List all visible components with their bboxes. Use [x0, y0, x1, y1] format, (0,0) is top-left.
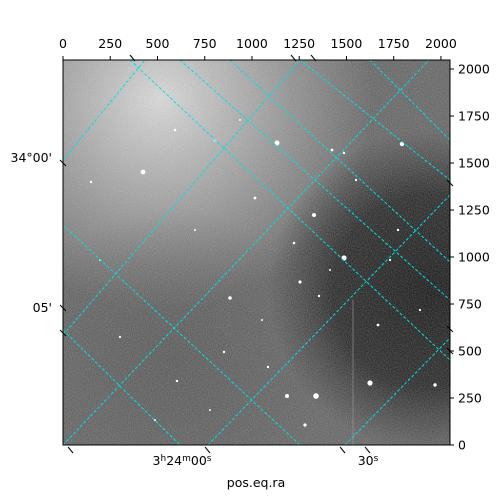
star	[418, 308, 422, 312]
star	[388, 258, 392, 262]
x-tick-label: 750	[193, 36, 217, 51]
star	[222, 350, 226, 354]
grid-line	[369, 60, 450, 141]
ra-tick-mark	[339, 446, 346, 454]
star	[194, 229, 196, 231]
star	[330, 148, 334, 152]
star	[376, 323, 380, 327]
ra-tick-mark	[67, 446, 74, 454]
grid-line	[63, 60, 146, 161]
plot-frame	[62, 59, 451, 446]
star	[274, 140, 280, 146]
pixel-y-axis: 0 250 500 750 1000 1250 1500 1750 2000	[450, 62, 490, 453]
dec-tick-mark	[446, 325, 454, 333]
y-tick-label: 1000	[458, 250, 490, 265]
dec-tick-mark	[446, 179, 454, 187]
grid-line	[63, 60, 430, 445]
y-tick-label: 0	[458, 438, 466, 453]
world-ticks	[59, 54, 454, 454]
grid-line	[63, 224, 301, 445]
star	[285, 394, 289, 398]
star	[396, 228, 400, 232]
star	[261, 319, 263, 321]
dec-tick-label: 34°00'	[11, 150, 53, 165]
star	[354, 178, 358, 182]
star	[118, 335, 122, 339]
star	[313, 393, 319, 399]
star	[329, 269, 331, 271]
y-tick-label: 750	[458, 297, 482, 312]
pixel-x-axis: 0 250 500 750 1000 1250 1500 1750 2000	[59, 36, 457, 60]
ra-tick-mark	[204, 446, 211, 454]
star	[292, 241, 296, 245]
y-tick-label: 1750	[458, 109, 490, 124]
star-sources	[89, 119, 437, 427]
dec-tick-label: 05'	[33, 300, 52, 315]
dec-tick-mark	[59, 159, 67, 167]
x-tick-label: 1000	[236, 36, 268, 51]
dec-tick-mark	[290, 54, 297, 62]
x-tick-label: 500	[146, 36, 170, 51]
x-tick-label: 0	[59, 36, 67, 51]
grid-line	[299, 60, 450, 181]
grid-line	[129, 60, 450, 361]
star	[341, 255, 347, 261]
grid-line	[179, 60, 450, 301]
star	[312, 213, 316, 217]
star	[173, 128, 177, 132]
star	[209, 409, 211, 411]
x-axis-title: pos.eq.ra	[227, 475, 285, 490]
y-tick-label: 2000	[458, 62, 490, 77]
star	[303, 423, 307, 427]
x-tick-label: 1750	[378, 36, 410, 51]
fits-image	[63, 60, 450, 445]
ra-tick-label: 30s	[358, 453, 379, 468]
x-tick-label: 1250	[283, 36, 315, 51]
ra-tick-mark	[364, 446, 371, 454]
dec-tick-mark	[446, 347, 454, 355]
y-tick-label: 250	[458, 391, 482, 406]
star	[367, 380, 373, 386]
grid-line	[63, 60, 301, 336]
dec-tick-mark	[59, 304, 67, 312]
y-tick-label: 1500	[458, 156, 490, 171]
grid-line	[63, 329, 181, 445]
star	[253, 196, 257, 200]
y-tick-label: 500	[458, 344, 482, 359]
star	[89, 180, 93, 184]
dec-tick-mark	[129, 54, 136, 62]
star	[433, 383, 437, 387]
y-tick-label: 1250	[458, 203, 490, 218]
star	[342, 151, 346, 155]
star	[175, 379, 179, 383]
x-tick-label: 1500	[331, 36, 363, 51]
ra-tick-label: 3h24m00s	[153, 453, 212, 468]
star	[298, 280, 302, 284]
x-tick-label: 250	[98, 36, 122, 51]
star	[140, 169, 146, 175]
x-tick-label: 2000	[425, 36, 457, 51]
dec-tick-mark	[310, 54, 317, 62]
star	[239, 119, 241, 121]
star	[228, 296, 232, 300]
star	[317, 294, 321, 298]
coordinate-grid	[63, 60, 450, 445]
dec-tick-mark	[59, 329, 67, 337]
star	[266, 365, 270, 369]
grid-line	[207, 194, 450, 445]
